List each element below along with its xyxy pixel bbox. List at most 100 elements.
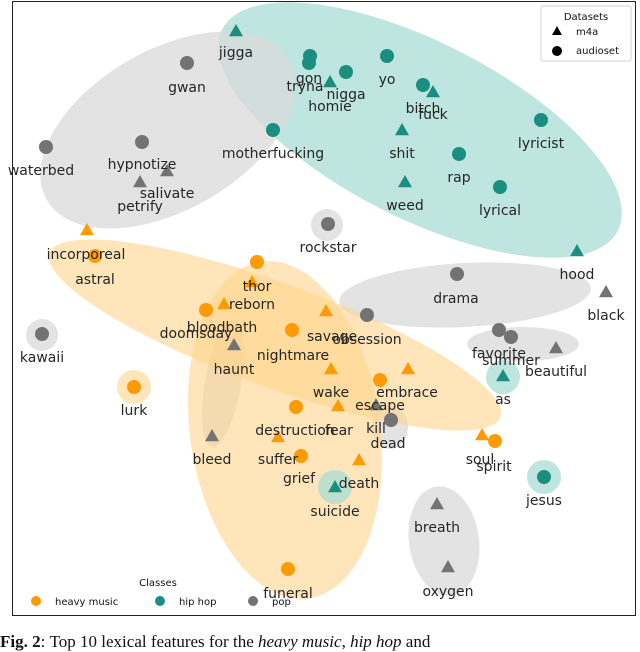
circle-marker-icon	[504, 330, 518, 344]
point-label-shit: shit	[389, 146, 415, 162]
triangle-marker-icon	[552, 26, 562, 35]
triangle-marker-icon	[426, 85, 440, 98]
point-label-doomsday: doomsday	[160, 326, 233, 342]
caption-italic2: hip hop	[350, 632, 402, 651]
point-label-oxygen: oxygen	[422, 584, 473, 600]
point-label-suicide: suicide	[310, 504, 359, 520]
point-label-fuck: fuck	[418, 107, 448, 123]
point-label-lyricist: lyricist	[518, 136, 565, 152]
triangle-marker-icon	[229, 24, 243, 37]
triangle-marker-icon	[245, 275, 259, 288]
point-label-dead: dead	[371, 436, 406, 452]
triangle-marker-icon	[395, 123, 409, 136]
circle-marker-icon	[35, 327, 49, 341]
point-label-bloodbath: bloodbath	[187, 320, 258, 336]
pop-swatch-icon	[248, 596, 258, 606]
triangle-marker-icon	[133, 175, 147, 188]
circle-marker-icon	[492, 323, 506, 337]
point-label-haunt: haunt	[214, 362, 255, 378]
circle-marker-icon	[416, 78, 430, 92]
heavy-music-swatch-icon	[31, 596, 41, 606]
point-label-breath: breath	[414, 520, 460, 536]
point-label-as: as	[495, 392, 511, 408]
caption-text3: and	[401, 632, 431, 651]
datasets-legend-title: Datasets	[564, 12, 608, 23]
circle-marker-icon	[302, 56, 316, 70]
classes-legend: Classes heavy music hip hop pop	[31, 578, 291, 608]
legend-heavy-music-label: heavy music	[55, 597, 118, 608]
point-label-wake: wake	[313, 385, 349, 401]
data-points	[35, 24, 613, 576]
circle-marker-icon	[488, 434, 502, 448]
point-label-gon: gon	[296, 71, 322, 87]
circle-marker-icon	[285, 323, 299, 337]
point-label-nightmare: nightmare	[257, 348, 329, 364]
triangle-marker-icon	[352, 453, 366, 466]
point-label-lurk: lurk	[121, 403, 149, 419]
circle-marker-icon	[321, 217, 335, 231]
point-label-beautiful: beautiful	[525, 364, 587, 380]
triangle-marker-icon	[205, 429, 219, 442]
circle-marker-icon	[281, 562, 295, 576]
point-label-funeral: funeral	[263, 586, 313, 602]
circle-marker-icon	[39, 140, 53, 154]
triangle-marker-icon	[160, 164, 174, 177]
circle-marker-icon	[289, 400, 303, 414]
legend-hip-hop-label: hip hop	[179, 597, 216, 608]
triangle-marker-icon	[398, 175, 412, 188]
triangle-marker-icon	[496, 369, 510, 382]
triangle-marker-icon	[441, 560, 455, 573]
caption-text2: ,	[341, 632, 351, 651]
point-label-homie: homie	[308, 99, 352, 115]
point-label-summer: summer	[482, 353, 540, 369]
classes-legend-title: Classes	[139, 578, 177, 589]
point-label-jigga: jigga	[218, 45, 253, 61]
point-label-bitch: bitch	[406, 101, 441, 117]
class-ellipses	[26, 2, 622, 599]
point-label-yo: yo	[379, 72, 396, 88]
point-label-death: death	[339, 476, 379, 492]
circle-marker-icon	[450, 267, 464, 281]
point-label-tryna: tryna	[287, 79, 324, 95]
circle-marker-icon	[452, 147, 466, 161]
point-label-weed: weed	[386, 198, 424, 214]
pop-cluster-ellipse	[40, 31, 296, 229]
circle-marker-icon	[384, 413, 398, 427]
point-label-lyrical: lyrical	[479, 203, 521, 219]
circle-marker-icon	[135, 135, 149, 149]
triangle-marker-icon	[323, 75, 337, 88]
triangle-marker-icon	[475, 428, 489, 441]
point-label-kill: kill	[366, 421, 386, 437]
triangle-marker-icon	[599, 285, 613, 298]
circle-marker-icon	[493, 180, 507, 194]
hip-hop-cluster-ellipse	[218, 2, 622, 258]
point-label-fear: fear	[325, 423, 353, 439]
triangle-marker-icon	[328, 480, 342, 493]
point-label-escape: escape	[355, 398, 405, 414]
caption-text: Top 10 lexical features for the	[49, 632, 258, 651]
triangle-marker-icon	[369, 398, 383, 411]
figure-caption: Fig. 2: Top 10 lexical features for the …	[0, 632, 640, 652]
point-label-drama: drama	[433, 291, 478, 307]
circle-marker-icon	[534, 113, 548, 127]
circle-marker-icon	[360, 308, 374, 322]
datasets-legend-box	[540, 5, 632, 62]
legend-audioset-label: audioset	[576, 46, 619, 57]
pop-cluster-ellipse	[339, 262, 591, 328]
point-label-reborn: reborn	[229, 297, 275, 313]
circle-marker-icon	[250, 255, 264, 269]
point-label-suffer: suffer	[258, 452, 298, 468]
circle-marker-icon	[180, 56, 194, 70]
point-label-salivate: salivate	[140, 186, 195, 202]
caption-fig-label: Fig. 2	[0, 632, 41, 651]
point-label-rockstar: rockstar	[300, 240, 357, 256]
point-label-spirit: spirit	[476, 459, 512, 475]
triangle-marker-icon	[227, 338, 241, 351]
point-label-thor: thor	[243, 279, 272, 295]
triangle-marker-icon	[570, 244, 584, 257]
point-label-jesus: jesus	[525, 493, 562, 509]
pop-cluster-ellipse	[408, 486, 480, 596]
plot-frame	[12, 1, 636, 616]
circle-marker-icon	[537, 470, 551, 484]
triangle-marker-icon	[549, 341, 563, 354]
